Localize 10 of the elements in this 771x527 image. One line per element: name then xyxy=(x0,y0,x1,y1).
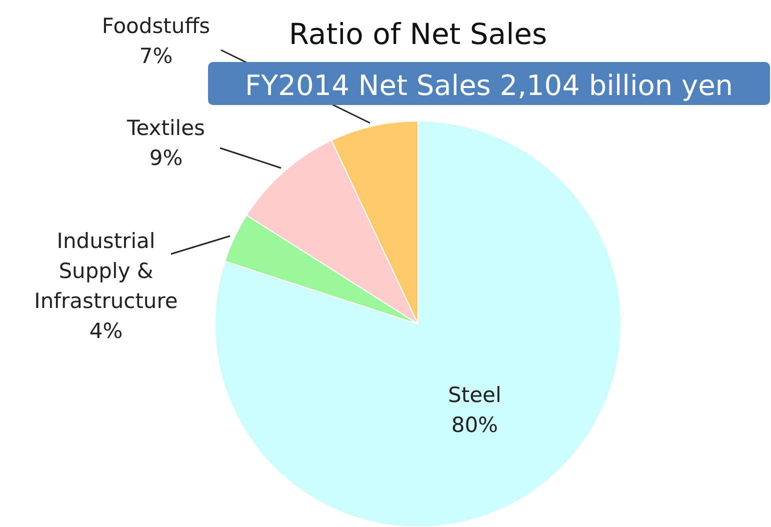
slice-label: Textiles xyxy=(126,116,206,140)
slice-label: Foodstuffs xyxy=(102,14,210,38)
data-label: 80% xyxy=(451,413,498,438)
chart-title: Ratio of Net Sales xyxy=(288,17,548,51)
slice-label: Industrial Supply & Infrastructure xyxy=(34,229,178,313)
text: FY2014 Net Sales 2,104 billion yen xyxy=(244,69,734,102)
data-label: 4% xyxy=(89,319,123,343)
slice-label: Steel xyxy=(448,383,502,408)
data-label: 7% xyxy=(139,44,173,68)
data-label: 9% xyxy=(149,146,183,170)
